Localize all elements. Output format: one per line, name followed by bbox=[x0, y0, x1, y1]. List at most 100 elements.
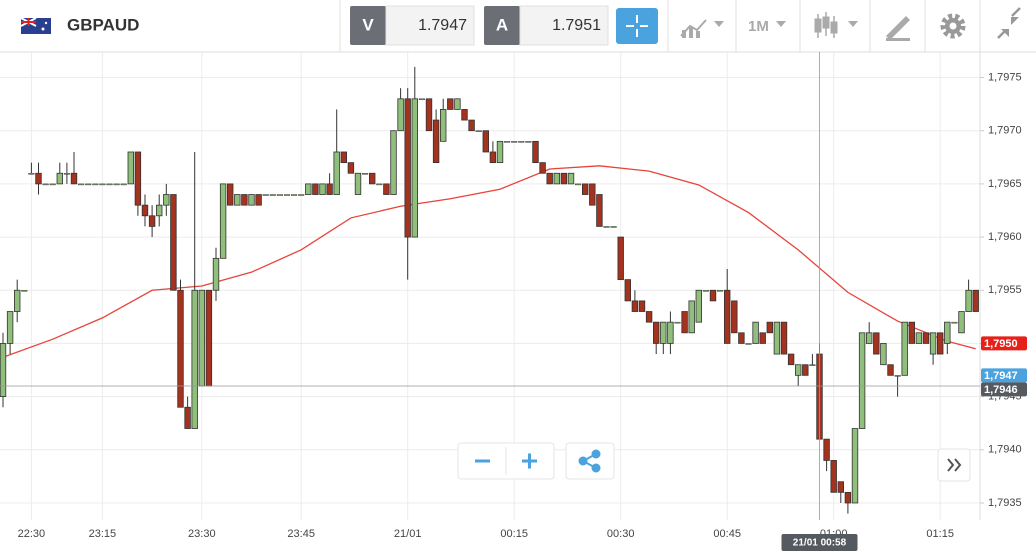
ask-box[interactable] bbox=[519, 5, 609, 46]
candle-body-down bbox=[837, 481, 844, 493]
candle-body-up bbox=[411, 98, 418, 238]
timeframe-dropdown[interactable] bbox=[776, 21, 786, 27]
candle-body-down bbox=[617, 236, 624, 281]
candle-body-up bbox=[219, 183, 227, 259]
candle-body-up bbox=[454, 98, 461, 110]
candle-body-up bbox=[390, 130, 397, 195]
candle-body-down bbox=[205, 289, 213, 387]
x-tick-label: 21/01 bbox=[394, 528, 422, 540]
y-tick-label: 1,7940 bbox=[988, 444, 1022, 456]
candle-body-up bbox=[92, 183, 99, 186]
candle-body-down bbox=[141, 204, 149, 217]
candle-body-up bbox=[667, 321, 674, 344]
candle-body-up bbox=[56, 172, 63, 185]
ask-button[interactable] bbox=[484, 6, 520, 45]
draw-tool-button[interactable] bbox=[886, 16, 910, 41]
candle-body-up bbox=[525, 141, 532, 143]
candle-body-up bbox=[858, 332, 866, 429]
x-tick-label: 23:15 bbox=[89, 528, 117, 540]
moving-average bbox=[2, 165, 976, 358]
crosshair-time-badge bbox=[781, 534, 858, 551]
candle-body-down bbox=[326, 183, 333, 195]
bid-box[interactable] bbox=[385, 5, 475, 46]
candle-body-up bbox=[85, 183, 92, 186]
candle-body-down bbox=[823, 438, 830, 461]
candle-body-down bbox=[447, 98, 454, 110]
candle-body-down bbox=[873, 332, 880, 355]
candle-body-up bbox=[198, 289, 205, 387]
candle-body-up bbox=[63, 173, 70, 175]
candle-body-down bbox=[226, 183, 234, 206]
crosshair-button[interactable] bbox=[616, 8, 658, 44]
candle-body-down bbox=[241, 194, 248, 206]
candle-body-up bbox=[269, 194, 276, 196]
candle-body-down bbox=[347, 162, 355, 174]
candle-body-down bbox=[972, 289, 979, 312]
candle-body-up bbox=[518, 141, 525, 143]
candle-body-down bbox=[404, 98, 411, 238]
candle-body-up bbox=[99, 183, 106, 186]
candle-body-up bbox=[127, 151, 134, 185]
bid-button[interactable] bbox=[350, 6, 386, 45]
candle-body-down bbox=[70, 172, 78, 185]
y-tick-label: 1,7970 bbox=[988, 125, 1022, 137]
candle-body-down bbox=[35, 172, 42, 185]
candle-body-up bbox=[276, 194, 283, 196]
candle-body-up bbox=[660, 321, 667, 344]
chart-type-button[interactable] bbox=[680, 19, 724, 38]
candle-body-up bbox=[439, 109, 447, 142]
candle-body-down bbox=[681, 311, 688, 334]
x-tick-label: 23:45 bbox=[287, 528, 315, 540]
ask-label[interactable]: A bbox=[496, 15, 508, 34]
candle-body-up bbox=[6, 311, 14, 344]
zoom-in[interactable] bbox=[522, 453, 537, 469]
y-tick-label: 1,7965 bbox=[988, 178, 1022, 190]
candle-body-up bbox=[305, 183, 312, 195]
candle-body-down bbox=[787, 353, 795, 366]
collapse-button[interactable] bbox=[997, 7, 1021, 39]
candle-body-up bbox=[511, 141, 518, 143]
candle-body-up bbox=[283, 194, 291, 196]
x-tick-label: 00:30 bbox=[607, 528, 635, 540]
candle-body-down bbox=[170, 194, 177, 291]
candle-style-button[interactable] bbox=[814, 12, 858, 38]
candle-body-up bbox=[958, 311, 965, 334]
y-tick-label: 1,7955 bbox=[988, 284, 1022, 296]
zoom-controls bbox=[457, 442, 971, 482]
candle-body-up bbox=[49, 183, 56, 186]
candle-body-down bbox=[724, 289, 731, 344]
candle-body-down bbox=[638, 300, 646, 312]
candle-body-up bbox=[752, 321, 759, 344]
candle-body-down bbox=[312, 183, 319, 195]
y-tick-label: 1,7935 bbox=[988, 497, 1022, 509]
candle-body-down bbox=[539, 162, 546, 174]
candle-body-up bbox=[610, 226, 617, 228]
candle-body-down bbox=[589, 183, 596, 206]
candle-body-up bbox=[319, 183, 326, 195]
candle-body-down bbox=[645, 311, 653, 323]
bid-label[interactable]: V bbox=[362, 15, 374, 34]
ask-price[interactable]: 1.7951 bbox=[552, 17, 601, 34]
candle-body-up bbox=[397, 98, 404, 132]
candle-body-up bbox=[702, 290, 709, 292]
candle-body-up bbox=[773, 321, 781, 355]
candle-body-up bbox=[688, 300, 695, 334]
y-tick-label: 1,7975 bbox=[988, 71, 1022, 83]
settings-button[interactable] bbox=[940, 13, 966, 39]
candle-body-up bbox=[113, 183, 120, 186]
share[interactable] bbox=[578, 449, 601, 473]
candle-body-down bbox=[532, 140, 539, 164]
candle-body-up bbox=[0, 343, 7, 398]
bid-price[interactable]: 1.7947 bbox=[418, 17, 467, 34]
candle-body-up bbox=[553, 172, 560, 185]
candle-body-up bbox=[418, 98, 425, 101]
y-tick-label: 1,7960 bbox=[988, 231, 1022, 243]
candle-body-up bbox=[13, 289, 21, 312]
candle-body-down bbox=[368, 172, 376, 185]
timeframe[interactable]: 1M bbox=[748, 18, 769, 35]
candle-body-up bbox=[901, 321, 908, 376]
x-tick-label: 23:30 bbox=[188, 528, 216, 540]
candle-body-up bbox=[362, 173, 369, 175]
price-marker-label: 1,7950 bbox=[984, 338, 1018, 350]
candle-body-up bbox=[504, 141, 511, 143]
